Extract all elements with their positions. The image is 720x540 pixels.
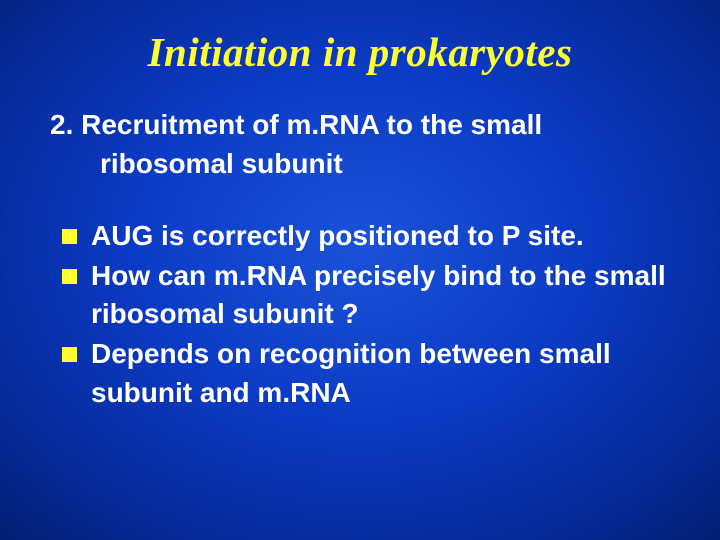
bullet-list: AUG is correctly positioned to P site. H… xyxy=(46,217,674,411)
list-item: Depends on recognition between small sub… xyxy=(62,335,674,411)
square-bullet-icon xyxy=(62,229,77,244)
slide: Initiation in prokaryotes 2. Recruitment… xyxy=(0,0,720,540)
bullet-text: Depends on recognition between small sub… xyxy=(91,335,674,411)
slide-title: Initiation in prokaryotes xyxy=(46,28,674,76)
bullet-text: How can m.RNA precisely bind to the smal… xyxy=(91,257,674,333)
subtitle-line-1: 2. Recruitment of m.RNA to the small xyxy=(50,109,542,140)
list-item: AUG is correctly positioned to P site. xyxy=(62,217,674,255)
bullet-text: AUG is correctly positioned to P site. xyxy=(91,217,584,255)
subtitle-line-2: ribosomal subunit xyxy=(50,145,674,184)
square-bullet-icon xyxy=(62,269,77,284)
square-bullet-icon xyxy=(62,347,77,362)
list-item: How can m.RNA precisely bind to the smal… xyxy=(62,257,674,333)
slide-subtitle: 2. Recruitment of m.RNA to the small rib… xyxy=(46,106,674,183)
